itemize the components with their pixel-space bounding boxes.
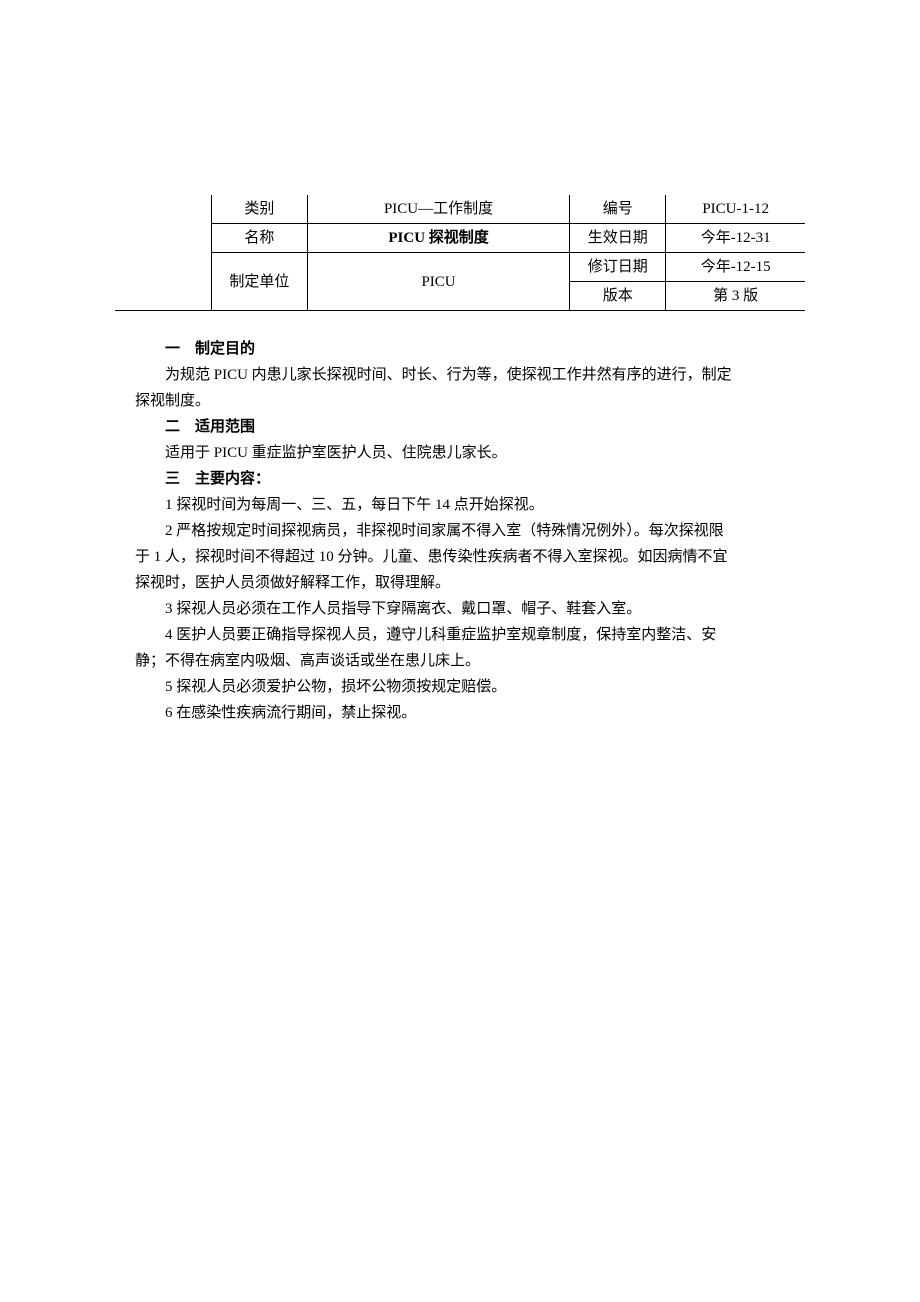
section3-item5: 5 探视人员必须爱护公物，损坏公物须按规定赔偿。 (135, 675, 785, 699)
row3-value1: PICU (308, 253, 570, 311)
row2-label2: 生效日期 (570, 224, 666, 253)
row2-value2: 今年-12-31 (666, 224, 805, 253)
section2-para1: 适用于 PICU 重症监护室医护人员、住院患儿家长。 (135, 441, 785, 465)
section2-heading: 二 适用范围 (135, 415, 785, 439)
row1-value2: PICU-1-12 (666, 195, 805, 224)
row1-label2: 编号 (570, 195, 666, 224)
section3-item4-cont: 静；不得在病室内吸烟、高声谈话或坐在患儿床上。 (135, 649, 785, 673)
section3-item2-cont2: 探视时，医护人员须做好解释工作，取得理解。 (135, 571, 785, 595)
section3-heading: 三 主要内容： (135, 467, 785, 491)
section3-item1: 1 探视时间为每周一、三、五，每日下午 14 点开始探视。 (135, 493, 785, 517)
document-content: 一 制定目的 为规范 PICU 内患儿家长探视时间、时长、行为等，使探视工作井然… (115, 337, 805, 725)
section3-item3: 3 探视人员必须在工作人员指导下穿隔离衣、戴口罩、帽子、鞋套入室。 (135, 597, 785, 621)
row3-value2: 今年-12-15 (666, 253, 805, 282)
section3-item2-cont: 于 1 人，探视时间不得超过 10 分钟。儿童、患传染性疾病者不得入室探视。如因… (135, 545, 785, 569)
row3-label2: 修订日期 (570, 253, 666, 282)
section1-heading: 一 制定目的 (135, 337, 785, 361)
section3-item4: 4 医护人员要正确指导探视人员，遵守儿科重症监护室规章制度，保持室内整洁、安 (135, 623, 785, 647)
row3-label: 制定单位 (211, 253, 307, 311)
section3-item2: 2 严格按规定时间探视病员，非探视时间家属不得入室（特殊情况例外）。每次探视限 (135, 519, 785, 543)
row1-label: 类别 (211, 195, 307, 224)
row4-label2: 版本 (570, 282, 666, 311)
logo-cell (115, 195, 211, 311)
section1-para1: 为规范 PICU 内患儿家长探视时间、时长、行为等，使探视工作井然有序的进行，制… (135, 363, 785, 387)
header-metadata-table: 类别 PICU—工作制度 编号 PICU-1-12 名称 PICU 探视制度 生… (115, 195, 805, 311)
section3-item6: 6 在感染性疾病流行期间，禁止探视。 (135, 701, 785, 725)
row2-value1: PICU 探视制度 (308, 224, 570, 253)
row4-value2: 第 3 版 (666, 282, 805, 311)
section1-para1-cont: 探视制度。 (135, 389, 785, 413)
row2-label: 名称 (211, 224, 307, 253)
row1-value1: PICU—工作制度 (308, 195, 570, 224)
